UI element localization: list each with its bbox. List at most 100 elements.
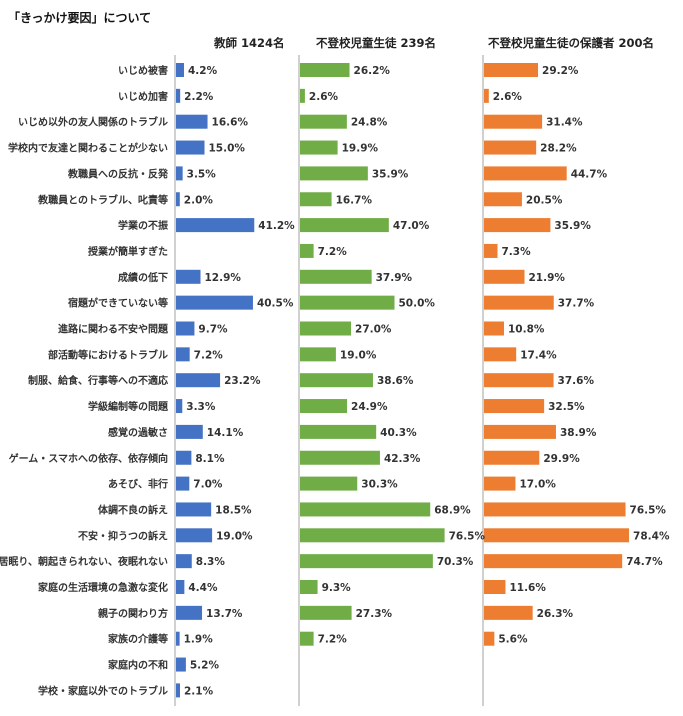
- category-label: 不安・抑うつの訴え: [78, 529, 168, 542]
- data-label: 3.3%: [186, 401, 216, 413]
- data-label: 74.7%: [626, 556, 663, 568]
- data-label: 40.3%: [380, 427, 417, 439]
- bar-0: [176, 88, 181, 103]
- data-label: 37.9%: [376, 272, 413, 284]
- data-label: 12.9%: [205, 272, 242, 284]
- bar-1: [300, 140, 338, 155]
- bar-2: [484, 450, 540, 465]
- data-label: 38.6%: [377, 375, 414, 387]
- data-label: 29.2%: [542, 65, 579, 77]
- bar-0: [176, 450, 192, 465]
- bar-2: [484, 424, 556, 439]
- bar-1: [300, 605, 352, 620]
- bar-0: [176, 218, 255, 233]
- data-label: 16.7%: [336, 194, 373, 206]
- bar-1: [300, 424, 377, 439]
- bar-0: [176, 166, 183, 181]
- data-label: 2.0%: [184, 194, 214, 206]
- data-label: 50.0%: [399, 298, 436, 310]
- bar-2: [484, 321, 504, 336]
- category-label: いじめ被害: [118, 64, 168, 77]
- category-label: いじめ以外の友人関係のトラブル: [18, 116, 168, 129]
- data-label: 2.1%: [184, 685, 214, 697]
- data-label: 2.6%: [309, 91, 339, 103]
- category-label: 学校内で友達と関わることが少ない: [8, 142, 168, 155]
- bar-0: [176, 269, 201, 284]
- data-label: 35.9%: [554, 220, 591, 232]
- bar-2: [484, 605, 533, 620]
- bar-1: [300, 218, 389, 233]
- bar-0: [176, 114, 208, 129]
- bar-0: [176, 605, 203, 620]
- data-label: 24.9%: [351, 401, 388, 413]
- bar-2: [484, 218, 551, 233]
- category-label: 体調不良の訴え: [98, 503, 168, 516]
- data-label: 37.7%: [558, 298, 595, 310]
- bar-2: [484, 631, 495, 646]
- category-label: 授業が簡単すぎた: [88, 245, 168, 258]
- data-label: 1.9%: [184, 634, 214, 646]
- bar-2: [484, 192, 522, 207]
- data-label: 32.5%: [548, 401, 585, 413]
- category-label: 宿題ができていない等: [68, 297, 168, 310]
- category-labels: いじめ被害いじめ加害いじめ以外の友人関係のトラブル学校内で友達と関わることが少な…: [0, 64, 169, 697]
- bar-0: [176, 528, 213, 543]
- data-label: 10.8%: [508, 324, 545, 336]
- data-label: 2.2%: [184, 91, 214, 103]
- category-label: 学校・家庭以外でのトラブル: [38, 684, 168, 697]
- bar-0: [176, 502, 212, 517]
- bar-2: [484, 140, 537, 155]
- data-label: 7.0%: [193, 479, 223, 491]
- data-label: 19.0%: [340, 349, 377, 361]
- bar-1: [300, 269, 372, 284]
- category-label: 部活動等におけるトラブル: [48, 348, 168, 361]
- bar-2: [484, 243, 498, 258]
- data-label: 17.0%: [519, 479, 556, 491]
- bar-2: [484, 295, 554, 310]
- data-label: 23.2%: [224, 375, 261, 387]
- data-label: 9.3%: [322, 582, 352, 594]
- bar-2: [484, 528, 630, 543]
- data-label: 26.3%: [537, 608, 574, 620]
- category-label: 教職員とのトラブル、叱責等: [37, 193, 168, 206]
- category-label: 教職員への反抗・反発: [67, 167, 169, 180]
- bar-0: [176, 424, 203, 439]
- data-label: 5.6%: [498, 634, 528, 646]
- data-label: 40.5%: [257, 298, 294, 310]
- bar-2: [484, 373, 554, 388]
- bar-2: [484, 166, 567, 181]
- category-label: いじめ加害: [118, 90, 168, 103]
- bar-2: [484, 347, 517, 362]
- category-label: 制服、給食、行事等への不適応: [28, 374, 168, 387]
- bar-2: [484, 399, 545, 414]
- category-label: 居眠り、朝起きられない、夜眠れない: [0, 555, 168, 568]
- data-label: 20.5%: [526, 194, 563, 206]
- category-label: 親子の関わり方: [98, 607, 168, 620]
- category-label: 家族の介護等: [108, 633, 168, 646]
- data-label: 30.3%: [361, 479, 398, 491]
- data-label: 11.6%: [509, 582, 546, 594]
- data-label: 38.9%: [560, 427, 597, 439]
- data-label: 27.0%: [355, 324, 392, 336]
- data-label: 7.3%: [502, 246, 532, 258]
- bar-1: [300, 580, 318, 594]
- category-label: 家庭内の不和: [108, 659, 168, 672]
- category-label: 進路に関わる不安や問題: [58, 323, 169, 336]
- bar-0: [176, 63, 184, 77]
- data-label: 8.1%: [195, 453, 225, 465]
- bar-2: [484, 580, 506, 594]
- panel-axes: [174, 55, 484, 706]
- chart-title: 「きっかけ要因」について: [8, 10, 151, 25]
- bar-1: [300, 192, 332, 207]
- data-label: 37.6%: [558, 375, 595, 387]
- bar-2: [484, 269, 525, 284]
- data-label: 21.9%: [529, 272, 566, 284]
- bar-1: [300, 321, 352, 336]
- data-label: 78.4%: [633, 530, 670, 542]
- category-label: あそび、非行: [108, 478, 168, 491]
- data-label: 19.9%: [342, 143, 379, 155]
- bar-1: [300, 243, 314, 258]
- data-label: 19.0%: [216, 530, 253, 542]
- data-label: 3.5%: [187, 168, 217, 180]
